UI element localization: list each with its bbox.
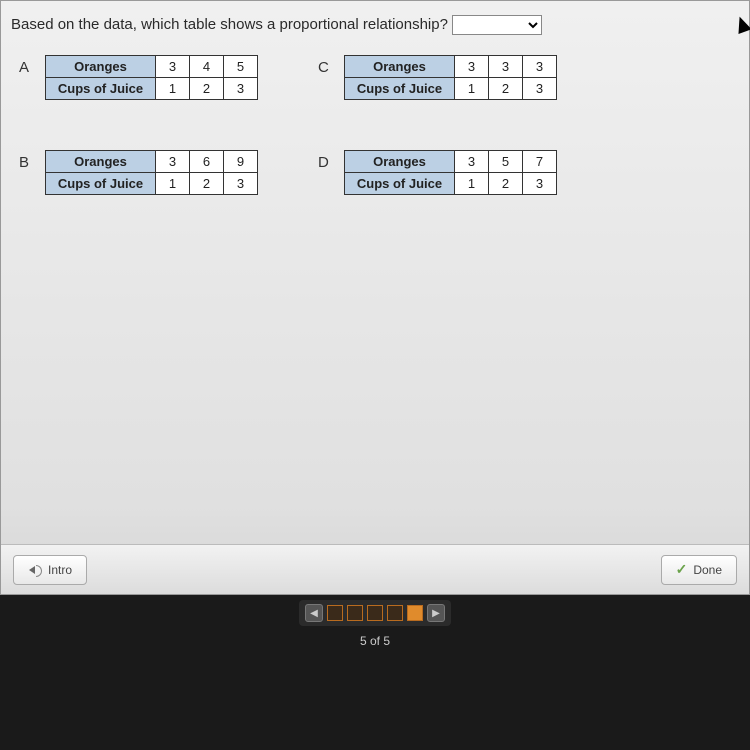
done-button[interactable]: ✓ Done — [661, 555, 737, 585]
table-c: Oranges 3 3 3 Cups of Juice 1 2 3 — [344, 55, 557, 100]
option-letter-d: D — [318, 150, 330, 171]
row-label: Cups of Juice — [46, 173, 156, 195]
option-a: A Oranges 3 4 5 Cups of Juice 1 2 3 — [19, 55, 258, 100]
table-row: Oranges 3 3 3 — [345, 56, 557, 78]
cell: 2 — [489, 173, 523, 195]
cell: 2 — [489, 78, 523, 100]
pager-step-1[interactable] — [327, 605, 343, 621]
screen: Based on the data, which table shows a p… — [0, 0, 750, 750]
cell: 5 — [489, 151, 523, 173]
check-icon: ✓ — [676, 561, 688, 578]
intro-button[interactable]: Intro — [13, 555, 87, 585]
table-row: Cups of Juice 1 2 3 — [46, 173, 258, 195]
cell: 1 — [455, 78, 489, 100]
table-row: Cups of Juice 1 2 3 — [345, 173, 557, 195]
row-label: Oranges — [345, 151, 455, 173]
cell: 3 — [224, 78, 258, 100]
cell: 2 — [190, 78, 224, 100]
cell: 3 — [489, 56, 523, 78]
cell: 3 — [156, 151, 190, 173]
cell: 3 — [224, 173, 258, 195]
tables-area: A Oranges 3 4 5 Cups of Juice 1 2 3 — [1, 45, 749, 255]
question-text: Based on the data, which table shows a p… — [11, 16, 448, 33]
cell: 3 — [156, 56, 190, 78]
row-label: Cups of Juice — [46, 78, 156, 100]
cell: 2 — [190, 173, 224, 195]
cell: 4 — [190, 56, 224, 78]
table-a: Oranges 3 4 5 Cups of Juice 1 2 3 — [45, 55, 258, 100]
answer-dropdown[interactable] — [452, 15, 542, 35]
pager-step-4[interactable] — [387, 605, 403, 621]
table-b: Oranges 3 6 9 Cups of Juice 1 2 3 — [45, 150, 258, 195]
pager: ◀ ▶ 5 of 5 — [0, 600, 750, 648]
row-label: Cups of Juice — [345, 173, 455, 195]
question-row: Based on the data, which table shows a p… — [1, 1, 749, 45]
row-label: Oranges — [345, 56, 455, 78]
cell: 3 — [523, 173, 557, 195]
cell: 1 — [156, 173, 190, 195]
option-d: D Oranges 3 5 7 Cups of Juice 1 2 3 — [318, 150, 557, 195]
cell: 7 — [523, 151, 557, 173]
intro-label: Intro — [48, 563, 72, 577]
app-window: Based on the data, which table shows a p… — [0, 0, 750, 595]
table-d: Oranges 3 5 7 Cups of Juice 1 2 3 — [344, 150, 557, 195]
tables-row-2: B Oranges 3 6 9 Cups of Juice 1 2 3 — [19, 150, 731, 195]
option-b: B Oranges 3 6 9 Cups of Juice 1 2 3 — [19, 150, 258, 195]
row-label: Cups of Juice — [345, 78, 455, 100]
pager-prev[interactable]: ◀ — [305, 604, 323, 622]
table-row: Cups of Juice 1 2 3 — [345, 78, 557, 100]
row-label: Oranges — [46, 151, 156, 173]
row-label: Oranges — [46, 56, 156, 78]
cell: 3 — [523, 78, 557, 100]
sound-icon — [28, 563, 42, 577]
pager-inner: ◀ ▶ — [299, 600, 451, 626]
cell: 3 — [455, 151, 489, 173]
table-row: Oranges 3 4 5 — [46, 56, 258, 78]
cell: 6 — [190, 151, 224, 173]
footer-bar: Intro ✓ Done — [1, 544, 749, 594]
cell: 9 — [224, 151, 258, 173]
page-counter: 5 of 5 — [0, 634, 750, 648]
done-label: Done — [693, 563, 722, 577]
cell: 5 — [224, 56, 258, 78]
table-row: Oranges 3 5 7 — [345, 151, 557, 173]
option-letter-a: A — [19, 55, 31, 76]
table-row: Oranges 3 6 9 — [46, 151, 258, 173]
cell: 1 — [156, 78, 190, 100]
option-letter-b: B — [19, 150, 31, 171]
cell: 3 — [523, 56, 557, 78]
cell: 1 — [455, 173, 489, 195]
cell: 3 — [455, 56, 489, 78]
table-row: Cups of Juice 1 2 3 — [46, 78, 258, 100]
pager-next[interactable]: ▶ — [427, 604, 445, 622]
pager-step-5[interactable] — [407, 605, 423, 621]
pager-step-3[interactable] — [367, 605, 383, 621]
option-c: C Oranges 3 3 3 Cups of Juice 1 2 3 — [318, 55, 557, 100]
option-letter-c: C — [318, 55, 330, 76]
tables-row-1: A Oranges 3 4 5 Cups of Juice 1 2 3 — [19, 55, 731, 100]
pager-step-2[interactable] — [347, 605, 363, 621]
